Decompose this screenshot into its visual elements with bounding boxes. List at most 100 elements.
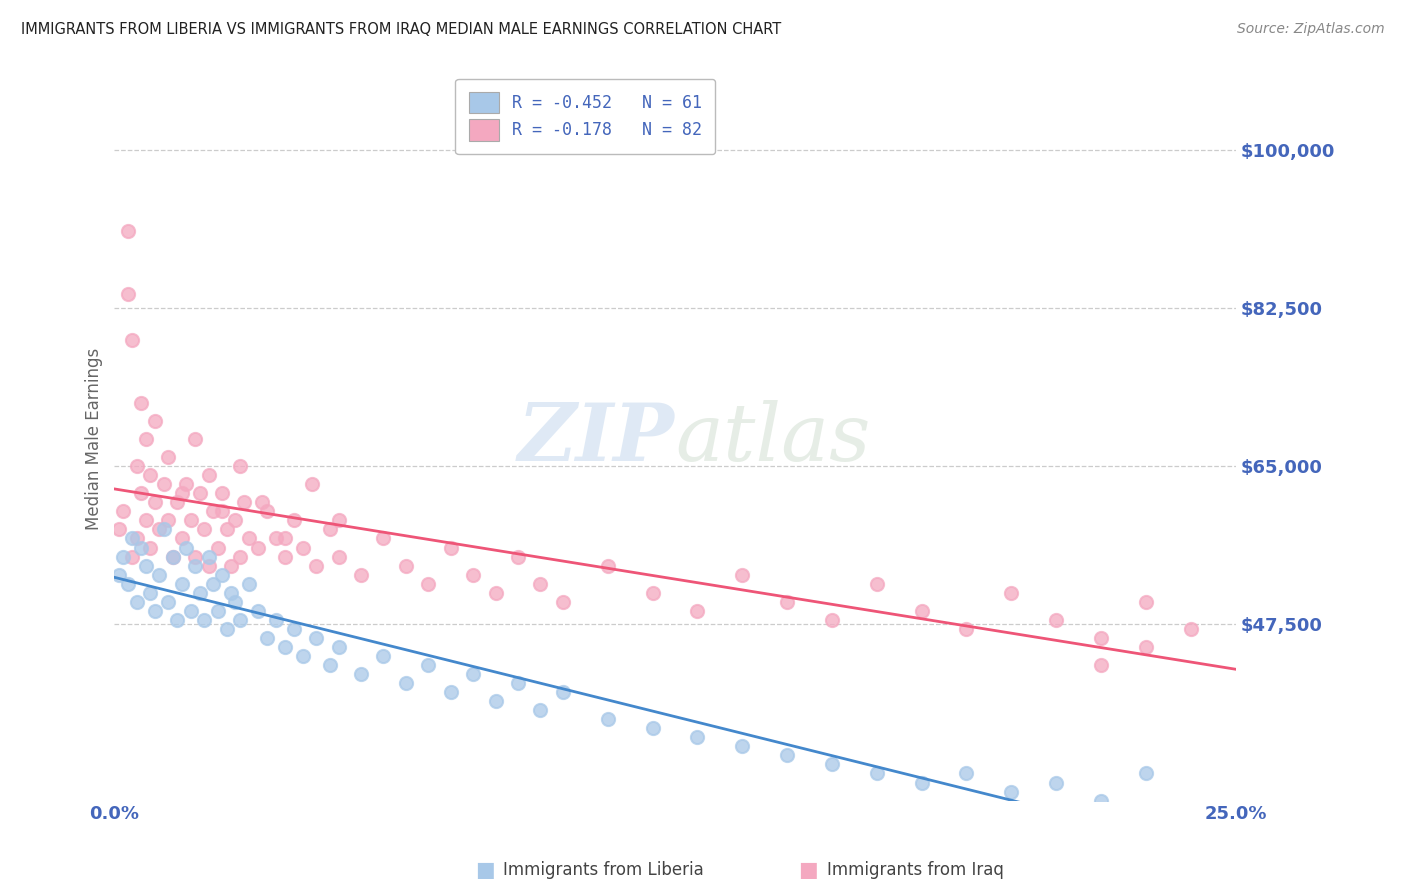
Point — [121, 549, 143, 564]
Point — [463, 567, 485, 582]
Point — [166, 613, 188, 627]
Point — [641, 585, 664, 599]
Point — [157, 450, 180, 464]
Point — [1135, 595, 1157, 609]
Point — [131, 486, 153, 500]
Point — [229, 613, 252, 627]
Point — [328, 549, 350, 564]
Point — [1135, 640, 1157, 654]
Point — [252, 495, 274, 509]
Point — [157, 595, 180, 609]
Point — [596, 712, 619, 726]
Point — [148, 523, 170, 537]
Point — [440, 685, 463, 699]
Point — [328, 640, 350, 654]
Point — [484, 694, 506, 708]
Point — [910, 604, 932, 618]
Text: atlas: atlas — [675, 401, 870, 478]
Point — [686, 604, 709, 618]
Point — [264, 613, 287, 627]
Point — [318, 523, 340, 537]
Point — [395, 676, 418, 690]
Point — [291, 648, 314, 663]
Point — [215, 523, 238, 537]
Point — [184, 432, 207, 446]
Point — [328, 513, 350, 527]
Point — [229, 549, 252, 564]
Point — [193, 523, 215, 537]
Point — [350, 667, 373, 681]
Point — [1090, 658, 1112, 673]
Point — [117, 224, 139, 238]
Point — [121, 532, 143, 546]
Point — [108, 523, 131, 537]
Point — [131, 541, 153, 555]
Point — [233, 495, 256, 509]
Point — [776, 595, 799, 609]
Point — [139, 541, 162, 555]
Point — [215, 622, 238, 636]
Point — [170, 486, 193, 500]
Point — [731, 739, 754, 754]
Point — [318, 658, 340, 673]
Point — [170, 576, 193, 591]
Point — [529, 576, 551, 591]
Point — [551, 685, 574, 699]
Point — [238, 576, 260, 591]
Point — [152, 477, 174, 491]
Point — [219, 585, 242, 599]
Point — [121, 333, 143, 347]
Point — [117, 576, 139, 591]
Point — [143, 495, 166, 509]
Point — [135, 513, 157, 527]
Point — [224, 595, 246, 609]
Point — [174, 541, 197, 555]
Point — [506, 549, 529, 564]
Point — [143, 604, 166, 618]
Point — [125, 459, 148, 474]
Text: Source: ZipAtlas.com: Source: ZipAtlas.com — [1237, 22, 1385, 37]
Point — [551, 595, 574, 609]
Point — [180, 604, 202, 618]
Legend: R = -0.452   N = 61, R = -0.178   N = 82: R = -0.452 N = 61, R = -0.178 N = 82 — [456, 78, 716, 154]
Point — [219, 558, 242, 573]
Point — [125, 532, 148, 546]
Point — [197, 468, 219, 483]
Point — [1135, 766, 1157, 780]
Point — [373, 532, 395, 546]
Point — [506, 676, 529, 690]
Point — [418, 658, 440, 673]
Point — [207, 604, 229, 618]
Point — [1000, 784, 1022, 798]
Text: ■: ■ — [799, 860, 818, 880]
Point — [305, 558, 328, 573]
Point — [143, 414, 166, 428]
Point — [112, 549, 135, 564]
Point — [776, 748, 799, 763]
Point — [211, 486, 233, 500]
Point — [193, 613, 215, 627]
Point — [117, 287, 139, 301]
Point — [211, 504, 233, 518]
Point — [170, 532, 193, 546]
Point — [529, 703, 551, 717]
Point — [1090, 631, 1112, 645]
Point — [152, 523, 174, 537]
Point — [1180, 622, 1202, 636]
Point — [1045, 613, 1067, 627]
Point — [596, 558, 619, 573]
Text: Immigrants from Iraq: Immigrants from Iraq — [827, 861, 1004, 879]
Point — [641, 721, 664, 735]
Point — [139, 468, 162, 483]
Point — [686, 731, 709, 745]
Point — [1045, 775, 1067, 789]
Point — [246, 604, 269, 618]
Text: IMMIGRANTS FROM LIBERIA VS IMMIGRANTS FROM IRAQ MEDIAN MALE EARNINGS CORRELATION: IMMIGRANTS FROM LIBERIA VS IMMIGRANTS FR… — [21, 22, 782, 37]
Point — [440, 541, 463, 555]
Point — [373, 648, 395, 663]
Point — [418, 576, 440, 591]
Point — [135, 432, 157, 446]
Point — [305, 631, 328, 645]
Point — [463, 667, 485, 681]
Point — [301, 477, 323, 491]
